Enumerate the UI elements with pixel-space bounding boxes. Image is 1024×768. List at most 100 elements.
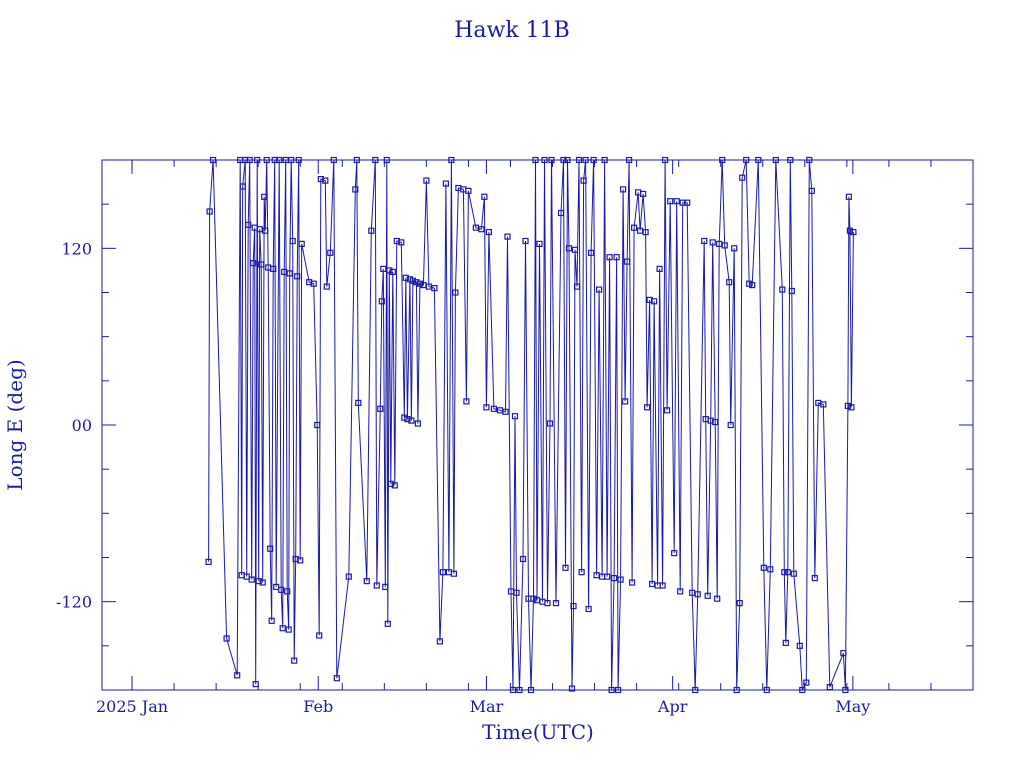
data-point-marker [643, 404, 651, 411]
data-point-marker [617, 576, 624, 583]
data-point-marker [544, 599, 551, 607]
data-point-marker [377, 405, 384, 412]
data-point-marker [582, 156, 589, 164]
data-point-marker [803, 679, 810, 686]
data-point-marker [530, 595, 537, 602]
data-point-marker [465, 187, 472, 194]
data-point-marker [739, 174, 746, 181]
data-point-marker [246, 156, 253, 164]
data-point-marker [353, 156, 360, 164]
data-point-marker [289, 237, 296, 245]
data-point-marker [610, 574, 618, 582]
data-point-marker [667, 198, 674, 205]
data-point-marker [323, 283, 330, 290]
data-point-marker [368, 227, 375, 234]
data-point-marker [726, 279, 733, 286]
data-point-marker [570, 602, 577, 610]
x-tick-label: 2025 Jan [96, 697, 168, 716]
data-point-marker [436, 638, 443, 645]
y-tick-label: 120 [61, 239, 92, 258]
data-point-marker [727, 421, 734, 429]
data-point-marker [601, 156, 608, 164]
data-point-marker [384, 620, 391, 627]
data-point-marker [285, 626, 292, 633]
data-point-marker [767, 566, 774, 573]
data-point-marker [552, 599, 560, 607]
data-point-marker [714, 595, 721, 602]
data-point-marker [701, 237, 708, 245]
data-point-marker [603, 573, 611, 580]
data-point-marker [278, 586, 285, 594]
data-point-marker [345, 573, 352, 580]
data-point-marker [404, 416, 411, 423]
data-point-marker [442, 180, 449, 187]
data-point-marker [387, 480, 394, 487]
x-tick-label: May [835, 697, 870, 716]
data-point-marker [485, 229, 492, 236]
y-tick-labels: 120 00 -120 [56, 239, 92, 611]
plot-area [205, 156, 857, 694]
data-point-marker [719, 156, 726, 164]
data-point-marker [848, 404, 855, 411]
data-point-marker [621, 398, 629, 405]
data-point-marker [276, 156, 283, 164]
data-point-marker [448, 156, 455, 164]
data-point-marker [452, 289, 459, 296]
data-point-marker [527, 686, 535, 694]
data-point-marker [481, 193, 488, 200]
data-point-marker [363, 577, 370, 585]
data-point-marker [380, 265, 387, 272]
data-point-marker [254, 156, 261, 164]
data-point-marker [263, 156, 270, 164]
data-point-marker [383, 156, 390, 164]
data-point-marker [298, 240, 305, 247]
data-point-marker [663, 407, 671, 414]
plot-frame [101, 159, 974, 691]
data-point-marker [677, 588, 684, 595]
data-point-marker [587, 249, 595, 256]
data-point-marker [322, 177, 329, 184]
data-point-marker [295, 156, 302, 164]
series-line [208, 159, 854, 692]
data-point-marker [327, 249, 334, 256]
data-point-marker [261, 193, 268, 200]
data-point-marker [258, 261, 265, 268]
data-point-marker [504, 233, 511, 240]
data-point-marker [291, 657, 298, 664]
series-markers [205, 156, 857, 694]
data-point-marker [513, 589, 520, 596]
data-point-marker [546, 420, 554, 427]
x-tick-label: Mar [470, 697, 504, 716]
data-point-marker [709, 239, 716, 246]
data-point-marker [316, 632, 323, 639]
data-point-marker [562, 564, 569, 571]
data-point-marker [463, 398, 470, 405]
data-point-marker [790, 570, 797, 577]
data-point-marker [625, 156, 633, 164]
data-point-marker [234, 672, 241, 679]
data-point-marker [799, 686, 806, 694]
data-point-marker [509, 686, 517, 694]
data-point-marker [639, 190, 647, 197]
data-point-marker [557, 209, 565, 217]
data-point-marker [796, 642, 803, 649]
data-point-marker [252, 680, 259, 688]
data-point-marker [743, 156, 750, 164]
data-point-marker [401, 414, 408, 421]
data-point-marker [297, 557, 304, 564]
data-point-marker [565, 245, 573, 252]
data-point-marker [736, 599, 743, 607]
data-point-marker [763, 686, 770, 694]
data-point-marker [288, 156, 295, 164]
data-point-marker [659, 582, 666, 589]
data-point-marker [568, 685, 576, 692]
data-point-marker [483, 404, 490, 411]
data-point-marker [519, 555, 527, 563]
data-point-marker [416, 280, 423, 287]
data-point-marker [694, 591, 701, 598]
data-point-marker [255, 577, 262, 585]
data-point-marker [431, 285, 438, 292]
data-point-marker [333, 675, 340, 682]
data-point-marker [840, 650, 847, 657]
data-point-marker [784, 569, 791, 576]
